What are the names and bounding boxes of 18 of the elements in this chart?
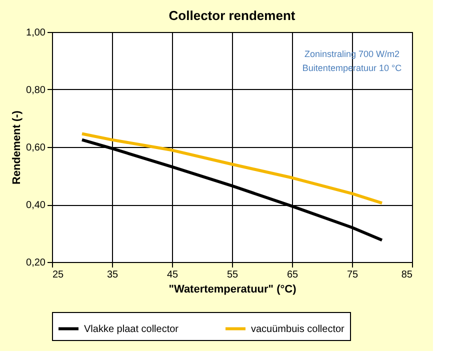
y-tick-label: 0,80 [26,85,46,96]
chart-title: Collector rendement [168,8,296,23]
x-tick-label: 45 [166,270,178,280]
x-tick-label: 35 [106,270,118,280]
x-tick-label: 85 [401,270,413,280]
x-tick-label: 65 [286,270,298,280]
legend-label: vacuümbuis collector [251,324,346,335]
line-series [80,132,384,205]
x-tick-label: 55 [226,270,238,280]
x-axis-title: "Watertemperatuur" (°C) [168,284,297,296]
y-tick-label: 1,00 [26,28,46,38]
y-tick-label: 0,20 [26,258,46,268]
y-tick-label: 0,40 [26,200,46,211]
y-axis-title: Rendement (-) [11,110,24,184]
x-tick-label: 25 [52,270,64,280]
x-tick-label: 75 [346,270,358,280]
y-tick-label: 0,60 [26,142,46,154]
legend-label: Vlakke plaat collector [84,324,180,335]
